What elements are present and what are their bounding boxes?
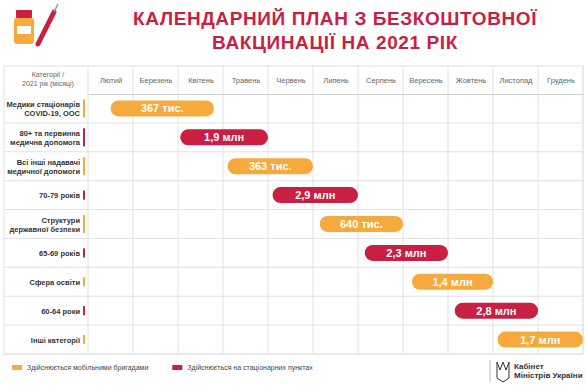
x-tick: Листопад — [500, 76, 534, 94]
table-frame — [4, 66, 583, 354]
data-label: 2,8 млн — [476, 305, 516, 317]
legend-label: Здійснюється на стаціонарних пунктах — [187, 364, 313, 372]
y-axis-title: Категорії /2021 рік (місяці) — [22, 71, 74, 88]
icon — [14, 4, 58, 44]
x-tick-label: Березень — [140, 76, 173, 85]
x-tick: Жовтень — [456, 76, 486, 94]
x-tick: Березень — [140, 76, 173, 94]
title: КАЛЕНДАРНИЙ ПЛАН З БЕЗКОШТОВНОЇВАКЦИНАЦІ… — [133, 8, 537, 53]
y-tick-label: Всі інші надавачімедичної допомоги — [7, 158, 80, 176]
chart: КАЛЕНДАРНИЙ ПЛАН З БЕЗКОШТОВНОЇВАКЦИНАЦІ… — [0, 0, 585, 392]
x-tick-label: Грудень — [547, 76, 575, 85]
legend-label: Здійснюється мобільними бригадами — [27, 364, 148, 372]
data-label: 363 тис. — [249, 160, 292, 172]
category-marker — [83, 128, 85, 146]
x-axis: Лютий Березень Квітень Травень Червень Липень… — [89, 76, 584, 95]
bar — [180, 129, 268, 145]
x-tick: Квітень — [188, 76, 214, 94]
y-tick-label: Медики стаціонарівCOVID-19, ООС — [6, 100, 80, 118]
x-tick-label: Квітень — [188, 76, 214, 85]
y-tick-label: 80+ та первиннамедична допомога — [10, 129, 81, 147]
x-tick: Травень — [232, 76, 261, 94]
legend: Здійснюється мобільними бригадами Здійсню… — [12, 364, 313, 372]
x-tick-label: Червень — [276, 76, 306, 85]
data-label: 367 тис. — [141, 102, 184, 114]
x-tick: Грудень — [547, 76, 575, 94]
y-tick-label: 70-79 років — [39, 191, 80, 200]
bar — [273, 187, 359, 203]
legend-item: Здійснюється на стаціонарних пунктах — [172, 364, 313, 372]
bar — [455, 303, 538, 319]
category-marker — [83, 335, 85, 344]
data-label: 2,9 млн — [295, 189, 335, 201]
x-tick: Липень — [323, 76, 348, 94]
bar — [111, 100, 215, 116]
bar — [228, 158, 314, 174]
data-labels: 367 тис. 363 тис. 640 тис. 1,4 млн 1,7 млн 1,… — [141, 102, 560, 345]
category-marker — [83, 191, 85, 200]
y-tick-label: 60-64 роки — [41, 307, 80, 316]
x-tick: Вересень — [409, 76, 443, 94]
x-tick-label: Листопад — [500, 76, 534, 85]
data-label: 1,4 млн — [432, 276, 472, 288]
x-tick-label: Жовтень — [456, 76, 486, 85]
x-axis-line — [89, 94, 584, 95]
category-marker — [83, 306, 85, 315]
category-marker — [83, 215, 85, 233]
x-tick-label: Серпень — [366, 76, 396, 85]
bar — [365, 245, 448, 261]
source: КабінетМіністрів України — [514, 362, 583, 380]
category-marker — [83, 99, 85, 117]
y-tick-label: 65-69 років — [39, 249, 80, 258]
data-label: 1,7 млн — [520, 334, 560, 346]
bars — [111, 100, 584, 347]
category-marker — [83, 157, 85, 175]
y-tick-label: Структуридержавної безпеки — [9, 216, 80, 234]
bar — [498, 332, 584, 348]
bar — [412, 274, 493, 290]
category-marker — [83, 277, 85, 286]
legend-swatch — [12, 365, 22, 370]
x-tick: Лютий — [100, 76, 122, 94]
bar — [320, 216, 403, 232]
legend-item: Здійснюється мобільними бригадами — [12, 364, 148, 372]
y-tick-label: Інші категорії — [31, 336, 81, 345]
category-marker — [83, 248, 85, 257]
x-tick: Червень — [276, 76, 306, 94]
x-tick-label: Липень — [323, 76, 348, 85]
data-label: 1,9 млн — [204, 131, 244, 143]
source-logo — [490, 360, 509, 382]
x-tick: Серпень — [366, 76, 396, 94]
data-label: 640 тис. — [340, 218, 383, 230]
y-tick-label: Сфера освіти — [30, 278, 81, 287]
legend-swatch — [172, 365, 182, 370]
data-label: 2,3 млн — [386, 247, 426, 259]
x-tick-label: Травень — [232, 76, 261, 85]
x-tick-label: Вересень — [409, 76, 443, 85]
x-tick-label: Лютий — [100, 76, 122, 85]
